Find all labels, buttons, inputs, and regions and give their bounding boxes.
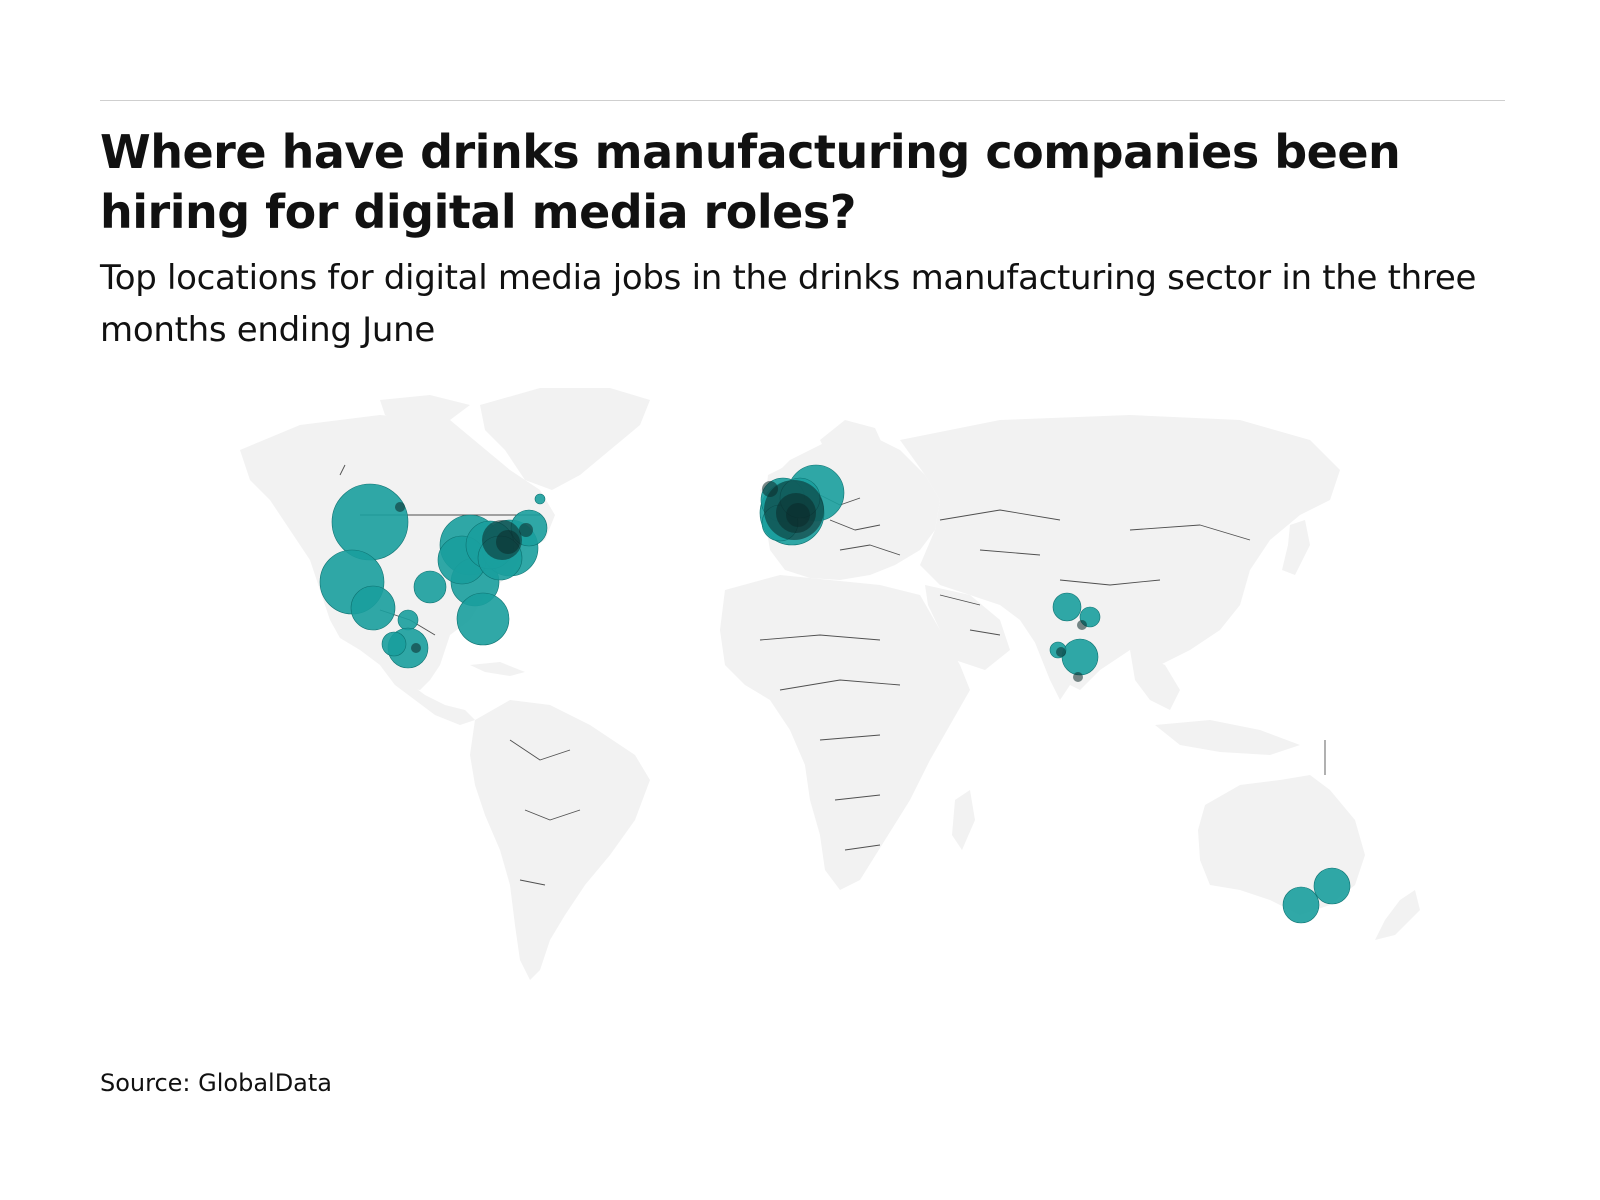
land-new-zealand (1375, 890, 1420, 940)
land-layer (240, 388, 1420, 980)
chart-title: Where have drinks manufacturing companie… (100, 125, 1401, 239)
land-japan (1282, 520, 1310, 575)
land-arctic-islands (380, 395, 470, 422)
chart-subtitle: Top locations for digital media jobs in … (100, 258, 1477, 350)
border-asia (939, 509, 1251, 586)
bubble-idaho-small (395, 502, 405, 512)
bubble-los-angeles (350, 585, 396, 631)
bubble-bangalore (1061, 638, 1099, 676)
bubble-chennai (1073, 672, 1083, 682)
bubble-europe-center (786, 503, 810, 527)
world-map (180, 380, 1520, 1020)
bubble-mexico-small (411, 643, 421, 653)
land-central-america (380, 665, 475, 725)
top-rule (100, 100, 1505, 101)
land-north-america (240, 415, 555, 690)
world-map-svg (240, 388, 1420, 980)
border-alaska (339, 464, 346, 476)
land-asia (900, 415, 1340, 690)
bubble-atlanta (456, 592, 510, 646)
land-caribbean (470, 662, 525, 676)
bubble-denver (413, 570, 447, 604)
bubble-seattle (331, 483, 409, 561)
bubble-ireland (762, 481, 778, 497)
bubble-mexico-west (397, 609, 419, 631)
land-africa (720, 575, 970, 890)
border-south-america (509, 739, 581, 886)
source-note: Source: GlobalData (100, 1069, 333, 1097)
bubble-layer (319, 464, 1351, 924)
border-africa (759, 634, 901, 851)
land-arabia (925, 585, 1010, 670)
border-middle-east (939, 594, 1001, 636)
land-scandinavia (820, 420, 885, 485)
bubble-guadalajara (381, 631, 407, 657)
bubble-montreal (519, 523, 533, 537)
bubble-mumbai-small (1056, 647, 1066, 657)
bubble-hyderabad (1077, 620, 1087, 630)
bubble-sydney (1313, 867, 1351, 905)
land-indonesia (1155, 720, 1300, 755)
land-south-america (470, 700, 650, 980)
bubble-melbourne (1282, 886, 1320, 924)
bubble-northeast-core (496, 530, 520, 554)
bubble-delhi (1052, 592, 1082, 622)
land-southeast-asia (1130, 650, 1180, 710)
land-madagascar (952, 790, 975, 850)
bubble-quebec (534, 493, 546, 505)
land-greenland (480, 388, 650, 490)
